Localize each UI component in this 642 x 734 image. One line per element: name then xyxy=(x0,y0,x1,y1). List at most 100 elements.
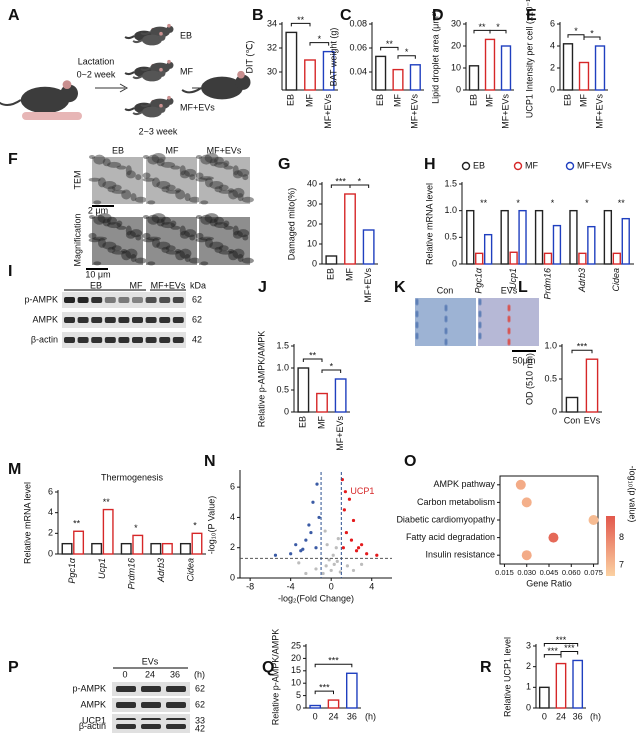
row-label: Magnification xyxy=(72,213,82,266)
image-shape xyxy=(188,257,201,264)
point xyxy=(324,564,328,568)
panel-label: G xyxy=(278,156,290,173)
image-shape xyxy=(125,165,132,176)
column-label: Con xyxy=(437,285,454,295)
image-shape xyxy=(170,165,181,170)
image-shape xyxy=(93,261,102,266)
image-shape xyxy=(235,74,251,90)
image-shape xyxy=(512,350,536,352)
y-tick-label: 30 xyxy=(307,198,317,208)
bar xyxy=(578,252,587,265)
x-tick-label: Prdm16 xyxy=(126,558,136,590)
image-shape xyxy=(223,160,230,167)
y-axis-label: Damaged mito(%) xyxy=(286,188,296,261)
image-shape xyxy=(146,236,161,241)
image-shape xyxy=(64,337,75,343)
image-shape xyxy=(0,99,22,106)
image-shape xyxy=(172,337,184,343)
bar xyxy=(322,50,335,91)
significance-label: ** xyxy=(478,22,486,32)
group-label: MF xyxy=(180,66,193,76)
image-shape xyxy=(111,245,122,252)
image-shape xyxy=(166,97,174,105)
y-tick-label: Diabetic cardiomyopathy xyxy=(396,514,495,524)
y-tick-label: 30 xyxy=(267,66,277,76)
image-shape xyxy=(145,317,157,323)
y-tick-label: 25 xyxy=(291,640,301,650)
legend-label: MF+EVs xyxy=(577,160,612,170)
panel-label: P xyxy=(8,659,19,676)
image-shape xyxy=(92,205,114,207)
image-shape xyxy=(60,84,78,103)
image-shape xyxy=(159,317,171,323)
image-shape xyxy=(223,165,234,170)
y-tick-label: 10 xyxy=(307,238,317,248)
image-shape xyxy=(150,26,170,38)
bar xyxy=(392,68,404,91)
image-shape xyxy=(415,302,419,306)
time: 0 xyxy=(122,669,127,679)
y-tick-label: 1.5 xyxy=(444,178,457,188)
significance-label: * xyxy=(134,523,138,533)
bar xyxy=(585,358,599,413)
bar xyxy=(603,209,613,265)
kda: 33 xyxy=(195,715,205,725)
y-tick-label: 15 xyxy=(291,665,301,675)
panel-label: N xyxy=(204,453,216,470)
x-tick-label: 0 xyxy=(313,711,318,721)
point xyxy=(307,523,311,527)
image-shape xyxy=(478,314,482,318)
panel-label: R xyxy=(480,659,492,676)
bar xyxy=(484,38,496,91)
significance-label: *** xyxy=(564,643,575,653)
group-label: EB xyxy=(180,30,192,40)
significance-bracket xyxy=(349,184,370,188)
point xyxy=(311,500,315,504)
x-tick-label: Pgc1α xyxy=(474,267,484,294)
x-tick-label: 0 xyxy=(329,581,334,591)
annotation: UCP1 xyxy=(350,486,374,496)
x-tick-label: 0.045 xyxy=(540,568,559,577)
x-tick-label: Ucp1 xyxy=(508,268,518,289)
image-shape xyxy=(141,724,161,729)
image-shape xyxy=(93,200,102,205)
x-tick-label: Adrb3 xyxy=(577,268,587,293)
y-tick-label: 0.08 xyxy=(349,18,367,28)
image-shape xyxy=(223,225,234,230)
image-shape xyxy=(64,317,75,323)
treatment-period: 2~3 week xyxy=(139,126,178,136)
bar xyxy=(562,43,574,91)
bar xyxy=(191,532,203,555)
x-tick-label: -4 xyxy=(287,581,295,591)
image-shape xyxy=(444,331,448,335)
scale-bar-label: 2 μm xyxy=(88,205,108,215)
x-tick-label: 0.015 xyxy=(495,568,514,577)
image-shape xyxy=(415,336,419,340)
panel-label: O xyxy=(404,453,416,470)
row-label: β-actin xyxy=(79,721,106,731)
column-label: MF xyxy=(166,145,179,155)
image-shape xyxy=(124,35,135,40)
bar xyxy=(309,704,321,709)
bar xyxy=(509,251,518,265)
panel-label: B xyxy=(252,7,264,24)
bar xyxy=(538,686,550,709)
image-shape xyxy=(77,337,89,343)
x-tick-label: Ucp1 xyxy=(97,558,107,579)
significance-bracket xyxy=(560,650,579,655)
image-shape xyxy=(104,297,116,303)
point xyxy=(327,558,331,562)
panel-label: C xyxy=(340,7,352,24)
bar xyxy=(346,672,358,709)
image-shape xyxy=(132,337,143,343)
kda: 62 xyxy=(192,314,202,324)
point xyxy=(309,530,313,535)
bar xyxy=(327,699,340,709)
legend-marker xyxy=(565,161,575,171)
bar xyxy=(179,542,191,555)
y-axis-label: Lipid droplet area (μm²) xyxy=(430,10,440,104)
x-tick-label: 0.060 xyxy=(562,568,581,577)
image-shape xyxy=(132,317,143,323)
significance-bracket xyxy=(543,654,562,658)
significance-label: ** xyxy=(73,519,81,529)
